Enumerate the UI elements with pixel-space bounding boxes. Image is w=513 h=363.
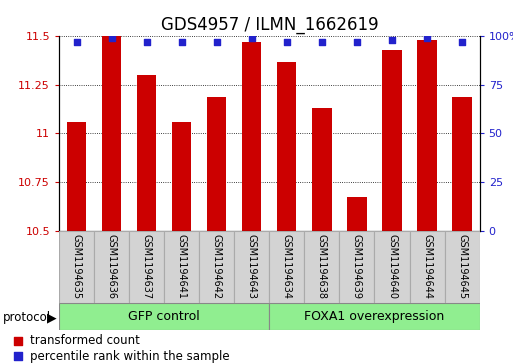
Bar (382, 50, 402, 231)
Point (212, 39, 221, 45)
Bar (269, 231, 304, 303)
Bar (340, 231, 374, 303)
Text: GSM1194635: GSM1194635 (71, 234, 82, 299)
Point (143, 39, 151, 45)
Bar (67, 122, 86, 231)
Text: GSM1194637: GSM1194637 (142, 234, 152, 299)
Bar (452, 97, 472, 231)
Bar (207, 97, 226, 231)
Bar (347, 197, 367, 231)
Point (318, 39, 326, 45)
Bar (59, 231, 94, 303)
Text: GSM1194640: GSM1194640 (387, 234, 397, 299)
Bar (445, 231, 480, 303)
Text: GSM1194645: GSM1194645 (457, 234, 467, 299)
Bar (94, 231, 129, 303)
Bar (312, 108, 331, 231)
Bar (234, 231, 269, 303)
Point (13, 338, 22, 344)
Text: ▶: ▶ (47, 311, 57, 324)
Bar (304, 231, 340, 303)
Bar (164, 231, 199, 303)
Bar (269, 303, 480, 330)
Text: GSM1194644: GSM1194644 (422, 234, 432, 299)
Point (353, 39, 361, 45)
Text: GFP control: GFP control (128, 310, 200, 323)
Bar (172, 122, 191, 231)
Bar (277, 62, 297, 231)
Bar (409, 231, 445, 303)
Bar (199, 231, 234, 303)
Text: percentile rank within the sample: percentile rank within the sample (30, 350, 230, 363)
Text: transformed count: transformed count (30, 334, 140, 347)
Point (107, 35, 115, 41)
Point (248, 35, 256, 41)
Text: GSM1194634: GSM1194634 (282, 234, 292, 299)
Point (72, 39, 81, 45)
Point (423, 35, 431, 41)
Text: GSM1194636: GSM1194636 (107, 234, 116, 299)
Text: GSM1194643: GSM1194643 (247, 234, 257, 299)
Text: GSM1194641: GSM1194641 (176, 234, 187, 299)
Point (13, 353, 22, 359)
Text: FOXA1 overexpression: FOXA1 overexpression (304, 310, 445, 323)
Bar (129, 231, 164, 303)
Point (458, 39, 466, 45)
Text: protocol: protocol (3, 311, 51, 324)
Point (177, 39, 186, 45)
Bar (59, 303, 269, 330)
Point (388, 37, 396, 43)
Bar (102, 36, 121, 231)
Bar (374, 231, 409, 303)
Text: GSM1194638: GSM1194638 (317, 234, 327, 299)
Bar (137, 75, 156, 231)
Title: GDS4957 / ILMN_1662619: GDS4957 / ILMN_1662619 (161, 16, 378, 34)
Text: GSM1194642: GSM1194642 (212, 234, 222, 299)
Text: GSM1194639: GSM1194639 (352, 234, 362, 299)
Bar (242, 42, 262, 231)
Bar (418, 40, 437, 231)
Point (283, 39, 291, 45)
